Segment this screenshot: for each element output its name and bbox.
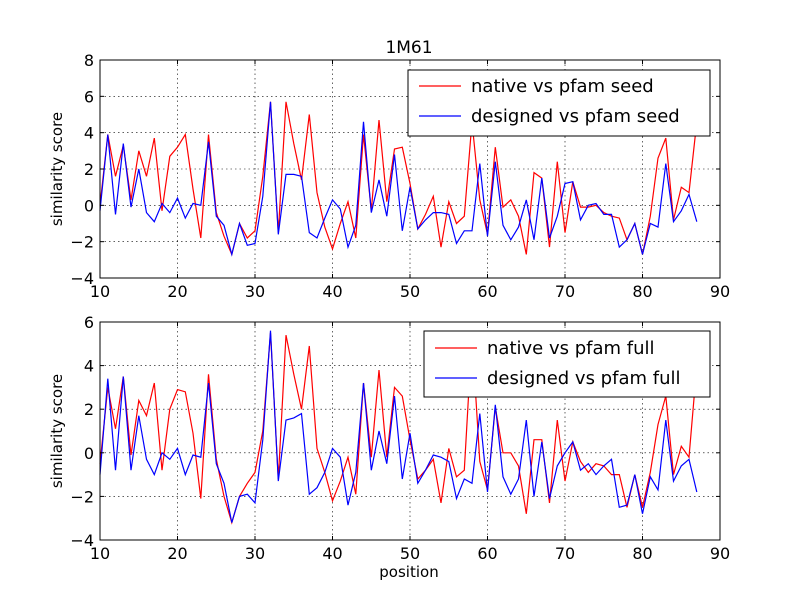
x-tick-label: 70 bbox=[555, 544, 575, 563]
y-tick-label: 0 bbox=[84, 444, 94, 463]
chart-title: 1M61 bbox=[385, 38, 432, 58]
x-tick-label: 40 bbox=[322, 282, 342, 301]
y-tick-label: −2 bbox=[70, 233, 94, 252]
x-tick-label: 20 bbox=[167, 282, 187, 301]
y-tick-labels: −4 −2 0 2 4 6 bbox=[70, 313, 94, 550]
x-tick-label: 10 bbox=[90, 544, 110, 563]
subplot-bottom: 10 20 30 40 50 60 70 80 90 −4 −2 0 2 4 6 similarity s… bbox=[48, 313, 730, 581]
y-tick-label: 8 bbox=[84, 51, 94, 70]
series-group bbox=[99, 330, 698, 525]
x-tick-label: 50 bbox=[400, 544, 420, 563]
y-tick-label: 0 bbox=[84, 196, 94, 215]
x-tick-label: 30 bbox=[245, 282, 265, 301]
legend-label-native-vs-pfam-full: native vs pfam full bbox=[487, 338, 655, 359]
y-tick-label: 4 bbox=[84, 357, 94, 376]
legend-box bbox=[423, 330, 711, 398]
x-tick-labels: 10 20 30 40 50 60 70 80 90 bbox=[90, 282, 730, 301]
x-tick-label: 10 bbox=[90, 282, 110, 301]
x-tick-label: 40 bbox=[322, 544, 342, 563]
x-tick-label: 90 bbox=[710, 544, 730, 563]
legend-label-designed-vs-pfam-full: designed vs pfam full bbox=[487, 368, 680, 389]
y-tick-label: 4 bbox=[84, 124, 94, 143]
legend: native vs pfam full designed vs pfam ful… bbox=[423, 330, 711, 398]
x-tick-label: 30 bbox=[245, 544, 265, 563]
x-axis-label: position bbox=[379, 563, 438, 581]
x-tick-label: 90 bbox=[710, 282, 730, 301]
y-tick-label: −4 bbox=[70, 269, 94, 288]
legend-label-native-vs-pfam-seed: native vs pfam seed bbox=[471, 76, 654, 97]
x-tick-label: 80 bbox=[632, 282, 652, 301]
y-tick-label: 6 bbox=[84, 87, 94, 106]
x-tick-labels: 10 20 30 40 50 60 70 80 90 bbox=[90, 544, 730, 563]
x-tick-label: 70 bbox=[555, 282, 575, 301]
y-axis-label: similarity score bbox=[48, 374, 66, 488]
series-line-designed-vs-pfam-full bbox=[99, 330, 698, 523]
x-tick-label: 50 bbox=[400, 282, 420, 301]
series-group bbox=[99, 101, 698, 257]
x-tick-label: 20 bbox=[167, 544, 187, 563]
series-line-designed-vs-pfam-seed bbox=[99, 101, 698, 257]
x-tick-label: 60 bbox=[477, 544, 497, 563]
series-line-native-vs-pfam-seed bbox=[99, 101, 698, 257]
y-tick-label: 2 bbox=[84, 400, 94, 419]
y-tick-label: −2 bbox=[70, 487, 94, 506]
x-tick-label: 80 bbox=[632, 544, 652, 563]
legend: native vs pfam seed designed vs pfam see… bbox=[407, 69, 711, 137]
y-tick-labels: −4 −2 0 2 4 6 8 bbox=[70, 51, 94, 288]
y-tick-label: −4 bbox=[70, 531, 94, 550]
y-tick-label: 6 bbox=[84, 313, 94, 332]
legend-label-designed-vs-pfam-seed: designed vs pfam seed bbox=[471, 106, 680, 127]
axis-ticks bbox=[99, 321, 721, 541]
series-line-native-vs-pfam-full bbox=[99, 332, 698, 525]
axis-ticks bbox=[99, 59, 721, 279]
y-tick-label: 2 bbox=[84, 160, 94, 179]
legend-box bbox=[407, 69, 711, 137]
subplot-top: 1M61 10 20 30 40 50 60 70 80 90 −4 −2 0 2 4 6 8 simila… bbox=[48, 38, 730, 301]
x-tick-label: 60 bbox=[477, 282, 497, 301]
y-axis-label: similarity score bbox=[48, 112, 66, 226]
